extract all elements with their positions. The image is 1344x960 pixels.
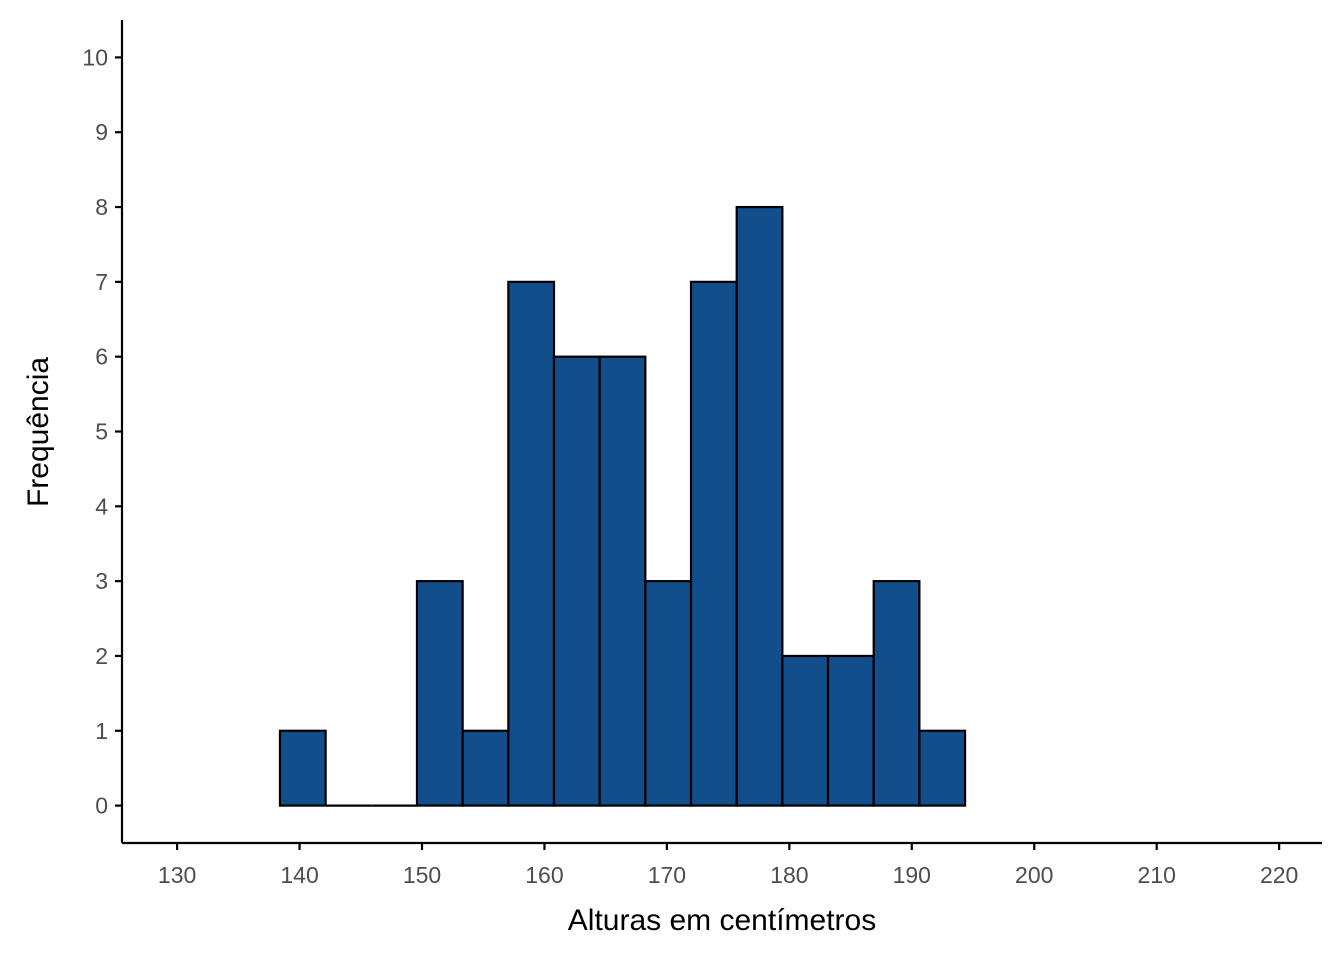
y-tick-label: 3: [95, 568, 108, 594]
histogram-bar: [826, 654, 875, 807]
x-tick-label: 200: [1015, 862, 1053, 888]
histogram-bar: [872, 580, 921, 807]
x-tick-label: 170: [648, 862, 686, 888]
x-axis: 130 140 150 160 170 180 190 200 210 220: [122, 841, 1322, 888]
histogram-bar: [735, 205, 784, 807]
y-axis-title: Frequência: [22, 357, 55, 507]
histogram-bar: [552, 355, 601, 807]
histogram-bar: [598, 355, 647, 807]
y-tick-label: 6: [95, 344, 108, 370]
histogram-bar: [278, 729, 327, 807]
histogram-bar: [918, 729, 967, 807]
y-tick-label: 2: [95, 643, 108, 669]
x-axis-title: Alturas em centímetros: [568, 904, 876, 937]
x-tick-label: 130: [158, 862, 196, 888]
x-tick-label: 220: [1260, 862, 1298, 888]
y-tick-label: 8: [95, 194, 108, 220]
x-tick-label: 160: [525, 862, 563, 888]
y-tick-label: 0: [95, 793, 108, 819]
histogram-bar: [507, 280, 556, 807]
y-tick-label: 10: [82, 44, 108, 70]
y-tick-label: 1: [95, 718, 108, 744]
x-tick-label: 180: [770, 862, 808, 888]
x-tick-label: 190: [893, 862, 931, 888]
x-tick-label: 140: [280, 862, 318, 888]
y-axis: 0 1 2 3 4 5 6 7 8 9 10: [82, 20, 124, 843]
x-tick-label: 210: [1138, 862, 1176, 888]
histogram-bar: [461, 729, 510, 807]
y-tick-label: 7: [95, 269, 108, 295]
histogram-bar: [644, 580, 693, 807]
histogram-bars: [278, 205, 967, 807]
y-tick-label: 4: [95, 493, 108, 519]
histogram-bar: [689, 280, 738, 807]
y-tick-label: 5: [95, 419, 108, 445]
y-tick-label: 9: [95, 119, 108, 145]
x-tick-label: 150: [403, 862, 441, 888]
histogram-bar: [415, 580, 464, 807]
histogram-bar: [781, 654, 830, 807]
